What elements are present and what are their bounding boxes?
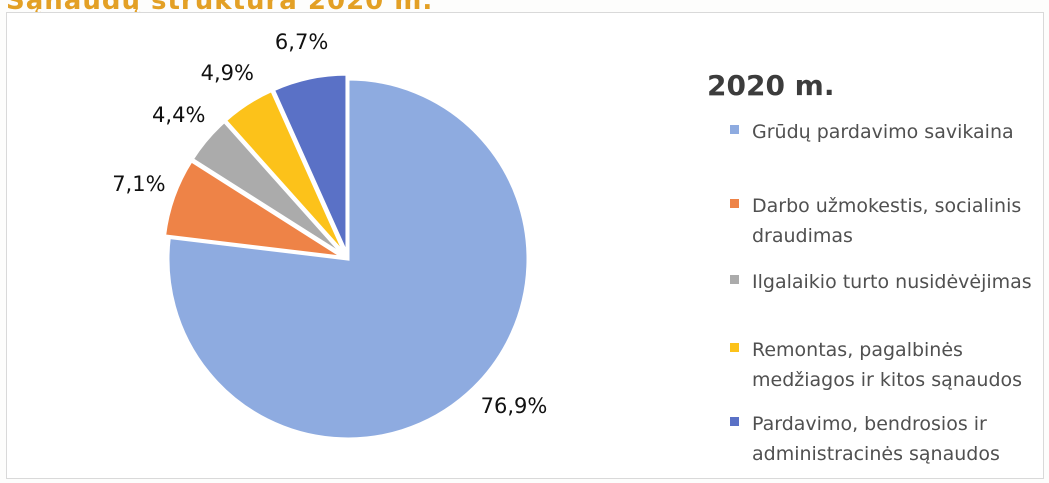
legend-label: Ilgalaikio turto nusidėvėjimas: [752, 271, 1032, 293]
pie-value-label: 6,7%: [274, 29, 329, 54]
chart-area: 76,9% 7,1% 4,4% 4,9% 6,7% 2020 m. Grūdų pard…: [6, 12, 1044, 479]
legend-swatch: [730, 125, 739, 134]
pie-value-label: 4,9%: [200, 60, 254, 85]
pie-value-label: 76,9%: [480, 393, 548, 418]
legend-swatch: [730, 275, 739, 284]
pie-slice: [223, 88, 347, 256]
legend-swatch: [730, 417, 739, 426]
chart-title: 2020 m.: [707, 69, 835, 102]
legend-swatch: [730, 199, 739, 208]
pie-slice: [271, 72, 349, 255]
legend-label: Remontas, pagalbinės medžiagos ir kitos …: [752, 339, 1023, 391]
legend-label: Pardavimo, bendrosios ir administracinės…: [752, 413, 1000, 465]
pie-slice: [162, 158, 345, 259]
pie-slice: [166, 77, 530, 441]
legend-swatch: [730, 343, 739, 352]
pie-chart: [162, 72, 530, 441]
legend-label: Grūdų pardavimo savikaina: [752, 121, 1014, 143]
pie-value-label: 7,1%: [112, 172, 166, 197]
legend-label: Darbo užmokestis, socialinis draudimas: [752, 195, 1022, 247]
pie-value-label: 4,4%: [152, 103, 206, 128]
